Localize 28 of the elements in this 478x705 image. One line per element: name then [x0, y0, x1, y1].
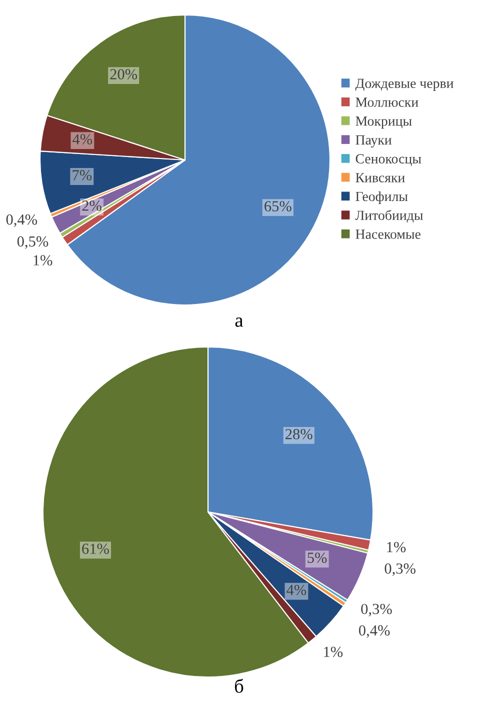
text: б	[234, 678, 244, 693]
data-label: 7%	[72, 170, 92, 180]
legend-label: Сенокосцы	[356, 154, 422, 166]
data-label: 1%	[34, 255, 52, 266]
data-label: 2%	[82, 200, 102, 211]
data-label: 4%	[286, 584, 306, 596]
text: а	[235, 318, 244, 327]
data-label: 28%	[286, 428, 312, 440]
data-label: 65%	[264, 201, 292, 212]
data-label: 0,5%	[17, 236, 48, 249]
data-label: 5%	[308, 552, 327, 563]
data-label: 0,3%	[361, 604, 392, 616]
legend-label: Литобииды	[355, 210, 423, 223]
data-label: 4%	[72, 134, 92, 144]
data-label: 20%	[110, 69, 138, 80]
data-label: 0,4%	[6, 214, 38, 227]
legend-label: Пауки	[356, 135, 392, 148]
legend-label: Геофилы	[356, 191, 408, 204]
data-label: 0,3%	[384, 563, 416, 576]
legend-label: Дождевые черви	[355, 78, 454, 91]
legend-label: Мокрицы	[356, 116, 412, 129]
legend-label: Моллюски	[356, 98, 418, 107]
data-label: 0,4%	[358, 625, 390, 638]
data-label: 1%	[387, 542, 406, 552]
data-label: 61%	[82, 544, 109, 554]
data-label: 1%	[324, 646, 343, 658]
legend-label: Насекомые	[356, 230, 420, 239]
legend-label: Кивсяки	[356, 173, 405, 182]
